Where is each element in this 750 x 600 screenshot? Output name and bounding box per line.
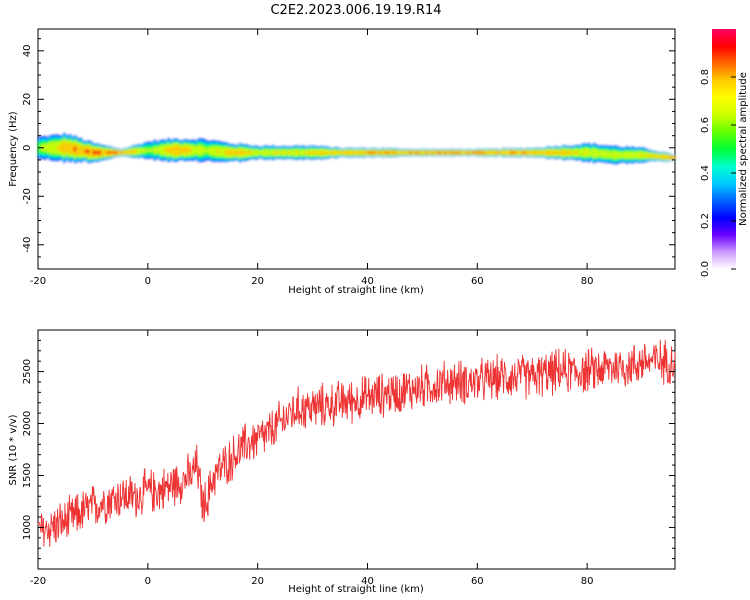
- colorbar-tick-label: 0.0: [700, 261, 711, 277]
- spectrogram-y-tick-label: 0: [22, 145, 33, 151]
- spectrogram-cell: [672, 157, 675, 158]
- spectrogram-y-tick-label: -40: [22, 237, 33, 253]
- spectrogram-x-tick-label: 80: [581, 276, 594, 287]
- spectrogram-x-tick-label: -20: [30, 276, 46, 287]
- figure-title: C2E2.2023.006.19.19.R14: [270, 3, 441, 18]
- spectrogram-y-tick-label: 40: [22, 44, 33, 57]
- snr-x-tick-label: 0: [145, 576, 151, 587]
- spectrogram-x-tick-label: 60: [471, 276, 484, 287]
- spectrogram-y-tick-label: -20: [22, 188, 33, 204]
- snr-x-axis-label: Height of straight line (km): [288, 584, 424, 595]
- snr-series-line: [38, 340, 675, 547]
- snr-x-tick-label: 20: [251, 576, 264, 587]
- snr-y-tick-label: 2000: [22, 411, 33, 436]
- colorbar-label: Normalized spectral amplitude: [738, 72, 749, 226]
- snr-x-tick-label: 80: [581, 576, 594, 587]
- snr-y-axis-label: SNR (10 * v/v): [8, 414, 19, 485]
- colorbar-tick-label: 0.6: [700, 117, 711, 133]
- spectrogram-panel: -20 0 20 40 60 80-40-2002040 Height of straig…: [8, 29, 676, 296]
- snr-x-tick-label: 60: [471, 576, 484, 587]
- colorbar-gradient: [712, 29, 736, 269]
- snr-x-tick-label: -20: [30, 576, 46, 587]
- spectrogram-y-axis-label: Frequency (Hz): [8, 111, 19, 187]
- spectrogram-y-tick-label: 20: [22, 93, 33, 106]
- snr-y-tick-label: 1500: [22, 463, 33, 488]
- snr-y-tick-label: 2500: [22, 359, 33, 384]
- colorbar-tick-label: 0.8: [700, 69, 711, 85]
- colorbar: 0.0 0.2 0.4 0.6 0.8 Normalized spectral ampl…: [700, 29, 749, 277]
- snr-plot-area: [38, 330, 675, 569]
- spectrogram-x-tick-label: 20: [251, 276, 264, 287]
- snr-y-tick-label: 1000: [22, 515, 33, 540]
- colorbar-tick-label: 0.2: [700, 213, 711, 229]
- spectrogram-x-tick-label: 0: [145, 276, 151, 287]
- colorbar-tick-label: 0.4: [700, 165, 711, 181]
- snr-panel: -20 0 20 40 60 801000150020002500 Height of s…: [8, 330, 675, 595]
- spectrogram-x-axis-label: Height of straight line (km): [288, 285, 424, 296]
